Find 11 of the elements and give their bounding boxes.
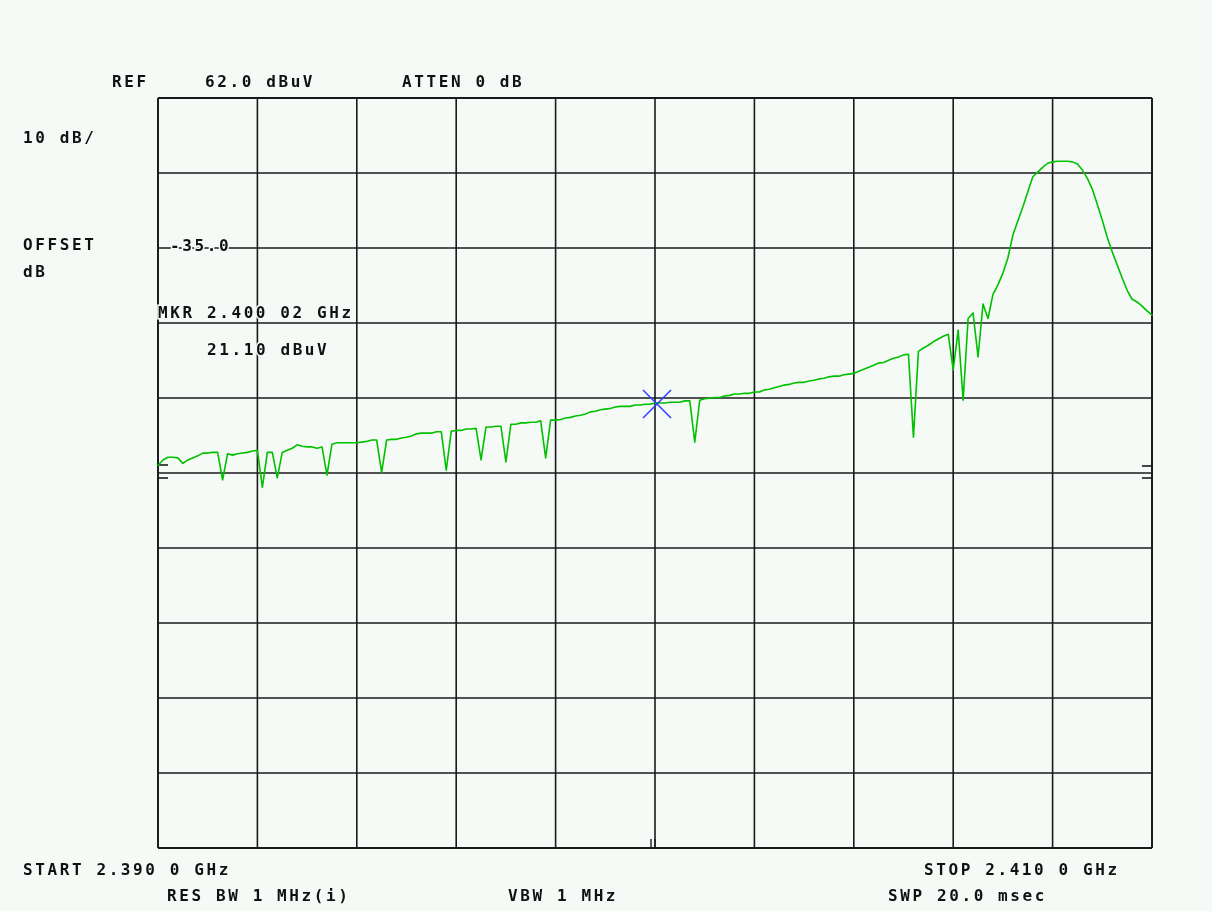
text: 10 dB/ bbox=[23, 128, 97, 147]
text: STOP 2.410 0 GHz bbox=[924, 860, 1120, 879]
text: VBW 1 MHz bbox=[508, 886, 619, 905]
text: START 2.390 0 GHz bbox=[23, 860, 231, 879]
text: dB bbox=[23, 262, 48, 281]
text: SWP 20.0 msec bbox=[888, 886, 1048, 905]
text: OFFSET bbox=[23, 235, 97, 254]
text: RES BW 1 MHz(i) bbox=[167, 886, 351, 905]
text: 62.0 dBuV bbox=[205, 72, 316, 91]
text: REF bbox=[112, 72, 149, 91]
text: ATTEN 0 dB bbox=[402, 72, 525, 91]
